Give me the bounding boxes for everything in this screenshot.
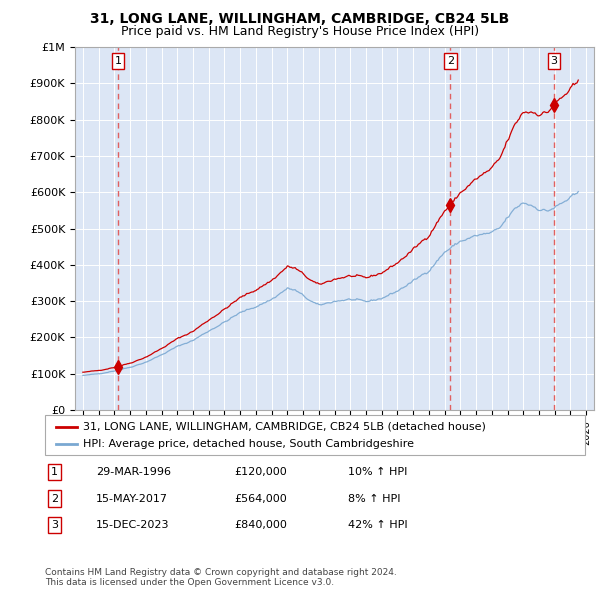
Text: Price paid vs. HM Land Registry's House Price Index (HPI): Price paid vs. HM Land Registry's House … bbox=[121, 25, 479, 38]
Text: £564,000: £564,000 bbox=[234, 494, 287, 503]
Text: 15-MAY-2017: 15-MAY-2017 bbox=[96, 494, 168, 503]
Text: 31, LONG LANE, WILLINGHAM, CAMBRIDGE, CB24 5LB (detached house): 31, LONG LANE, WILLINGHAM, CAMBRIDGE, CB… bbox=[83, 422, 485, 432]
Text: 8% ↑ HPI: 8% ↑ HPI bbox=[348, 494, 401, 503]
Text: 2: 2 bbox=[447, 56, 454, 66]
Text: 31, LONG LANE, WILLINGHAM, CAMBRIDGE, CB24 5LB: 31, LONG LANE, WILLINGHAM, CAMBRIDGE, CB… bbox=[91, 12, 509, 26]
Text: HPI: Average price, detached house, South Cambridgeshire: HPI: Average price, detached house, Sout… bbox=[83, 439, 414, 449]
Text: 1: 1 bbox=[51, 467, 58, 477]
Text: 42% ↑ HPI: 42% ↑ HPI bbox=[348, 520, 407, 530]
Text: 15-DEC-2023: 15-DEC-2023 bbox=[96, 520, 170, 530]
Text: Contains HM Land Registry data © Crown copyright and database right 2024.
This d: Contains HM Land Registry data © Crown c… bbox=[45, 568, 397, 587]
Text: 3: 3 bbox=[51, 520, 58, 530]
Text: 29-MAR-1996: 29-MAR-1996 bbox=[96, 467, 171, 477]
Text: £120,000: £120,000 bbox=[234, 467, 287, 477]
Text: 1: 1 bbox=[115, 56, 122, 66]
Text: 2: 2 bbox=[51, 494, 58, 503]
Text: 3: 3 bbox=[551, 56, 557, 66]
Text: 10% ↑ HPI: 10% ↑ HPI bbox=[348, 467, 407, 477]
Text: £840,000: £840,000 bbox=[234, 520, 287, 530]
